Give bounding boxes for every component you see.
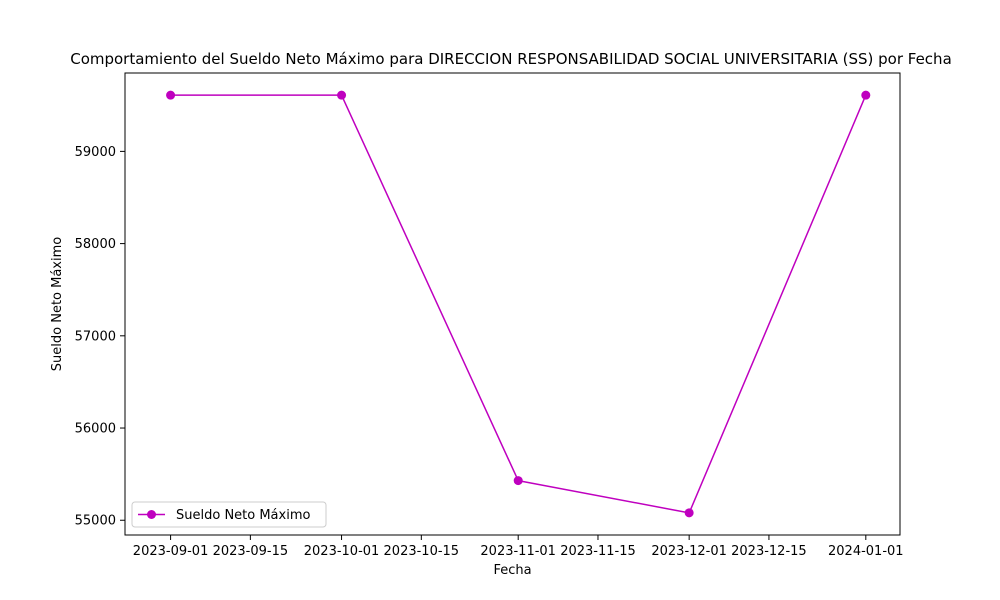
x-tick-label: 2023-11-01 [480,544,556,559]
x-tick-label: 2024-01-01 [828,544,904,559]
chart-title: Comportamiento del Sueldo Neto Máximo pa… [70,50,952,68]
y-tick-label: 58000 [75,237,116,252]
legend-marker [147,510,156,519]
data-point [861,90,871,100]
x-tick-label: 2023-09-15 [213,544,289,559]
legend-box [131,501,327,528]
y-tick-label: 57000 [75,329,116,344]
y-axis-label: Sueldo Neto Máximo [50,237,65,371]
legend-label: Sueldo Neto Máximo [176,508,310,523]
y-tick-label: 55000 [75,514,116,529]
y-tick-label: 59000 [75,145,116,160]
legend: Sueldo Neto Máximo [131,501,327,528]
y-axis-ticks: 55000 56000 57000 58000 59000 [75,145,125,529]
data-point [513,476,523,486]
x-tick-label: 2023-09-01 [133,544,209,559]
x-tick-label: 2023-10-01 [304,544,380,559]
x-tick-label: 2023-12-15 [731,544,807,559]
x-axis-ticks: 2023-09-01 2023-09-15 2023-10-01 2023-10-15… [133,535,904,559]
x-axis-label: Fecha [493,563,531,578]
x-tick-label: 2023-10-15 [384,544,460,559]
data-point [337,90,347,100]
x-tick-label: 2023-11-15 [560,544,636,559]
plot-area-frame [124,72,901,536]
x-tick-label: 2023-12-01 [651,544,727,559]
data-point [684,508,694,518]
series-layer [166,90,871,518]
y-tick-label: 56000 [75,422,116,437]
data-point [166,90,176,100]
